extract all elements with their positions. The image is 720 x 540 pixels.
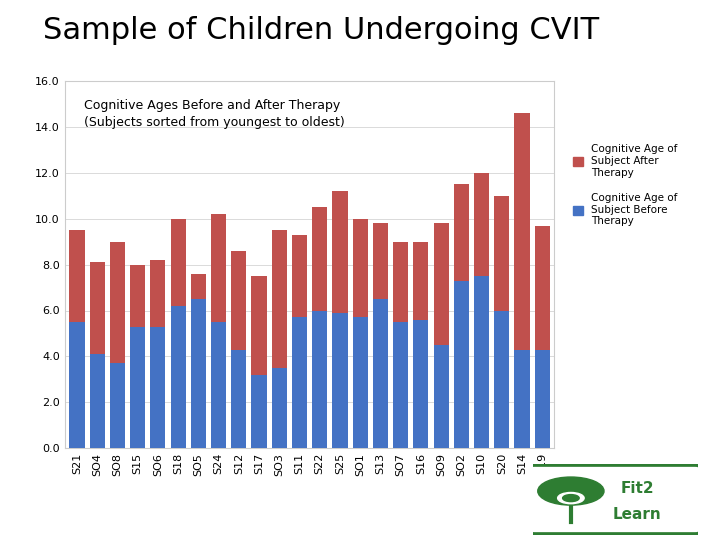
Bar: [171, 219, 186, 306]
Bar: [312, 310, 328, 448]
Bar: [69, 230, 84, 322]
Bar: [373, 299, 388, 448]
Bar: [535, 349, 550, 448]
Bar: [353, 219, 368, 318]
Bar: [150, 260, 166, 327]
Bar: [353, 318, 368, 448]
Bar: [292, 235, 307, 318]
Bar: [494, 310, 509, 448]
Bar: [231, 349, 246, 448]
Bar: [89, 262, 104, 354]
Bar: [191, 274, 206, 299]
Bar: [231, 251, 246, 349]
Bar: [211, 322, 226, 448]
Bar: [474, 173, 489, 276]
Bar: [69, 322, 84, 448]
Text: Learn: Learn: [613, 508, 662, 522]
Bar: [171, 306, 186, 448]
Bar: [211, 214, 226, 322]
Text: Fit2: Fit2: [621, 482, 654, 496]
Text: Cognitive Ages Before and After Therapy
(Subjects sorted from youngest to oldest: Cognitive Ages Before and After Therapy …: [84, 99, 345, 130]
Legend: Cognitive Age of
Subject After
Therapy, Cognitive Age of
Subject Before
Therapy: Cognitive Age of Subject After Therapy, …: [570, 141, 681, 230]
Bar: [333, 313, 348, 448]
Bar: [271, 368, 287, 448]
Bar: [535, 226, 550, 349]
Bar: [312, 207, 328, 310]
Bar: [130, 327, 145, 448]
Bar: [433, 345, 449, 448]
Bar: [110, 363, 125, 448]
Bar: [515, 349, 530, 448]
Bar: [413, 320, 428, 448]
Circle shape: [562, 495, 579, 502]
Bar: [373, 223, 388, 299]
Bar: [150, 327, 166, 448]
Bar: [271, 230, 287, 368]
Bar: [333, 191, 348, 313]
Bar: [454, 184, 469, 281]
Bar: [494, 195, 509, 310]
Circle shape: [538, 477, 604, 505]
Bar: [515, 113, 530, 349]
Bar: [191, 299, 206, 448]
Bar: [110, 241, 125, 363]
Bar: [474, 276, 489, 448]
Bar: [393, 322, 408, 448]
Bar: [393, 241, 408, 322]
Bar: [292, 318, 307, 448]
Bar: [251, 375, 266, 448]
Bar: [251, 276, 266, 375]
Bar: [413, 241, 428, 320]
Bar: [433, 223, 449, 345]
Bar: [130, 265, 145, 327]
Bar: [454, 281, 469, 448]
Text: Sample of Children Undergoing CVIT: Sample of Children Undergoing CVIT: [43, 16, 599, 45]
Bar: [89, 354, 104, 448]
FancyBboxPatch shape: [529, 465, 700, 534]
Circle shape: [557, 492, 584, 504]
